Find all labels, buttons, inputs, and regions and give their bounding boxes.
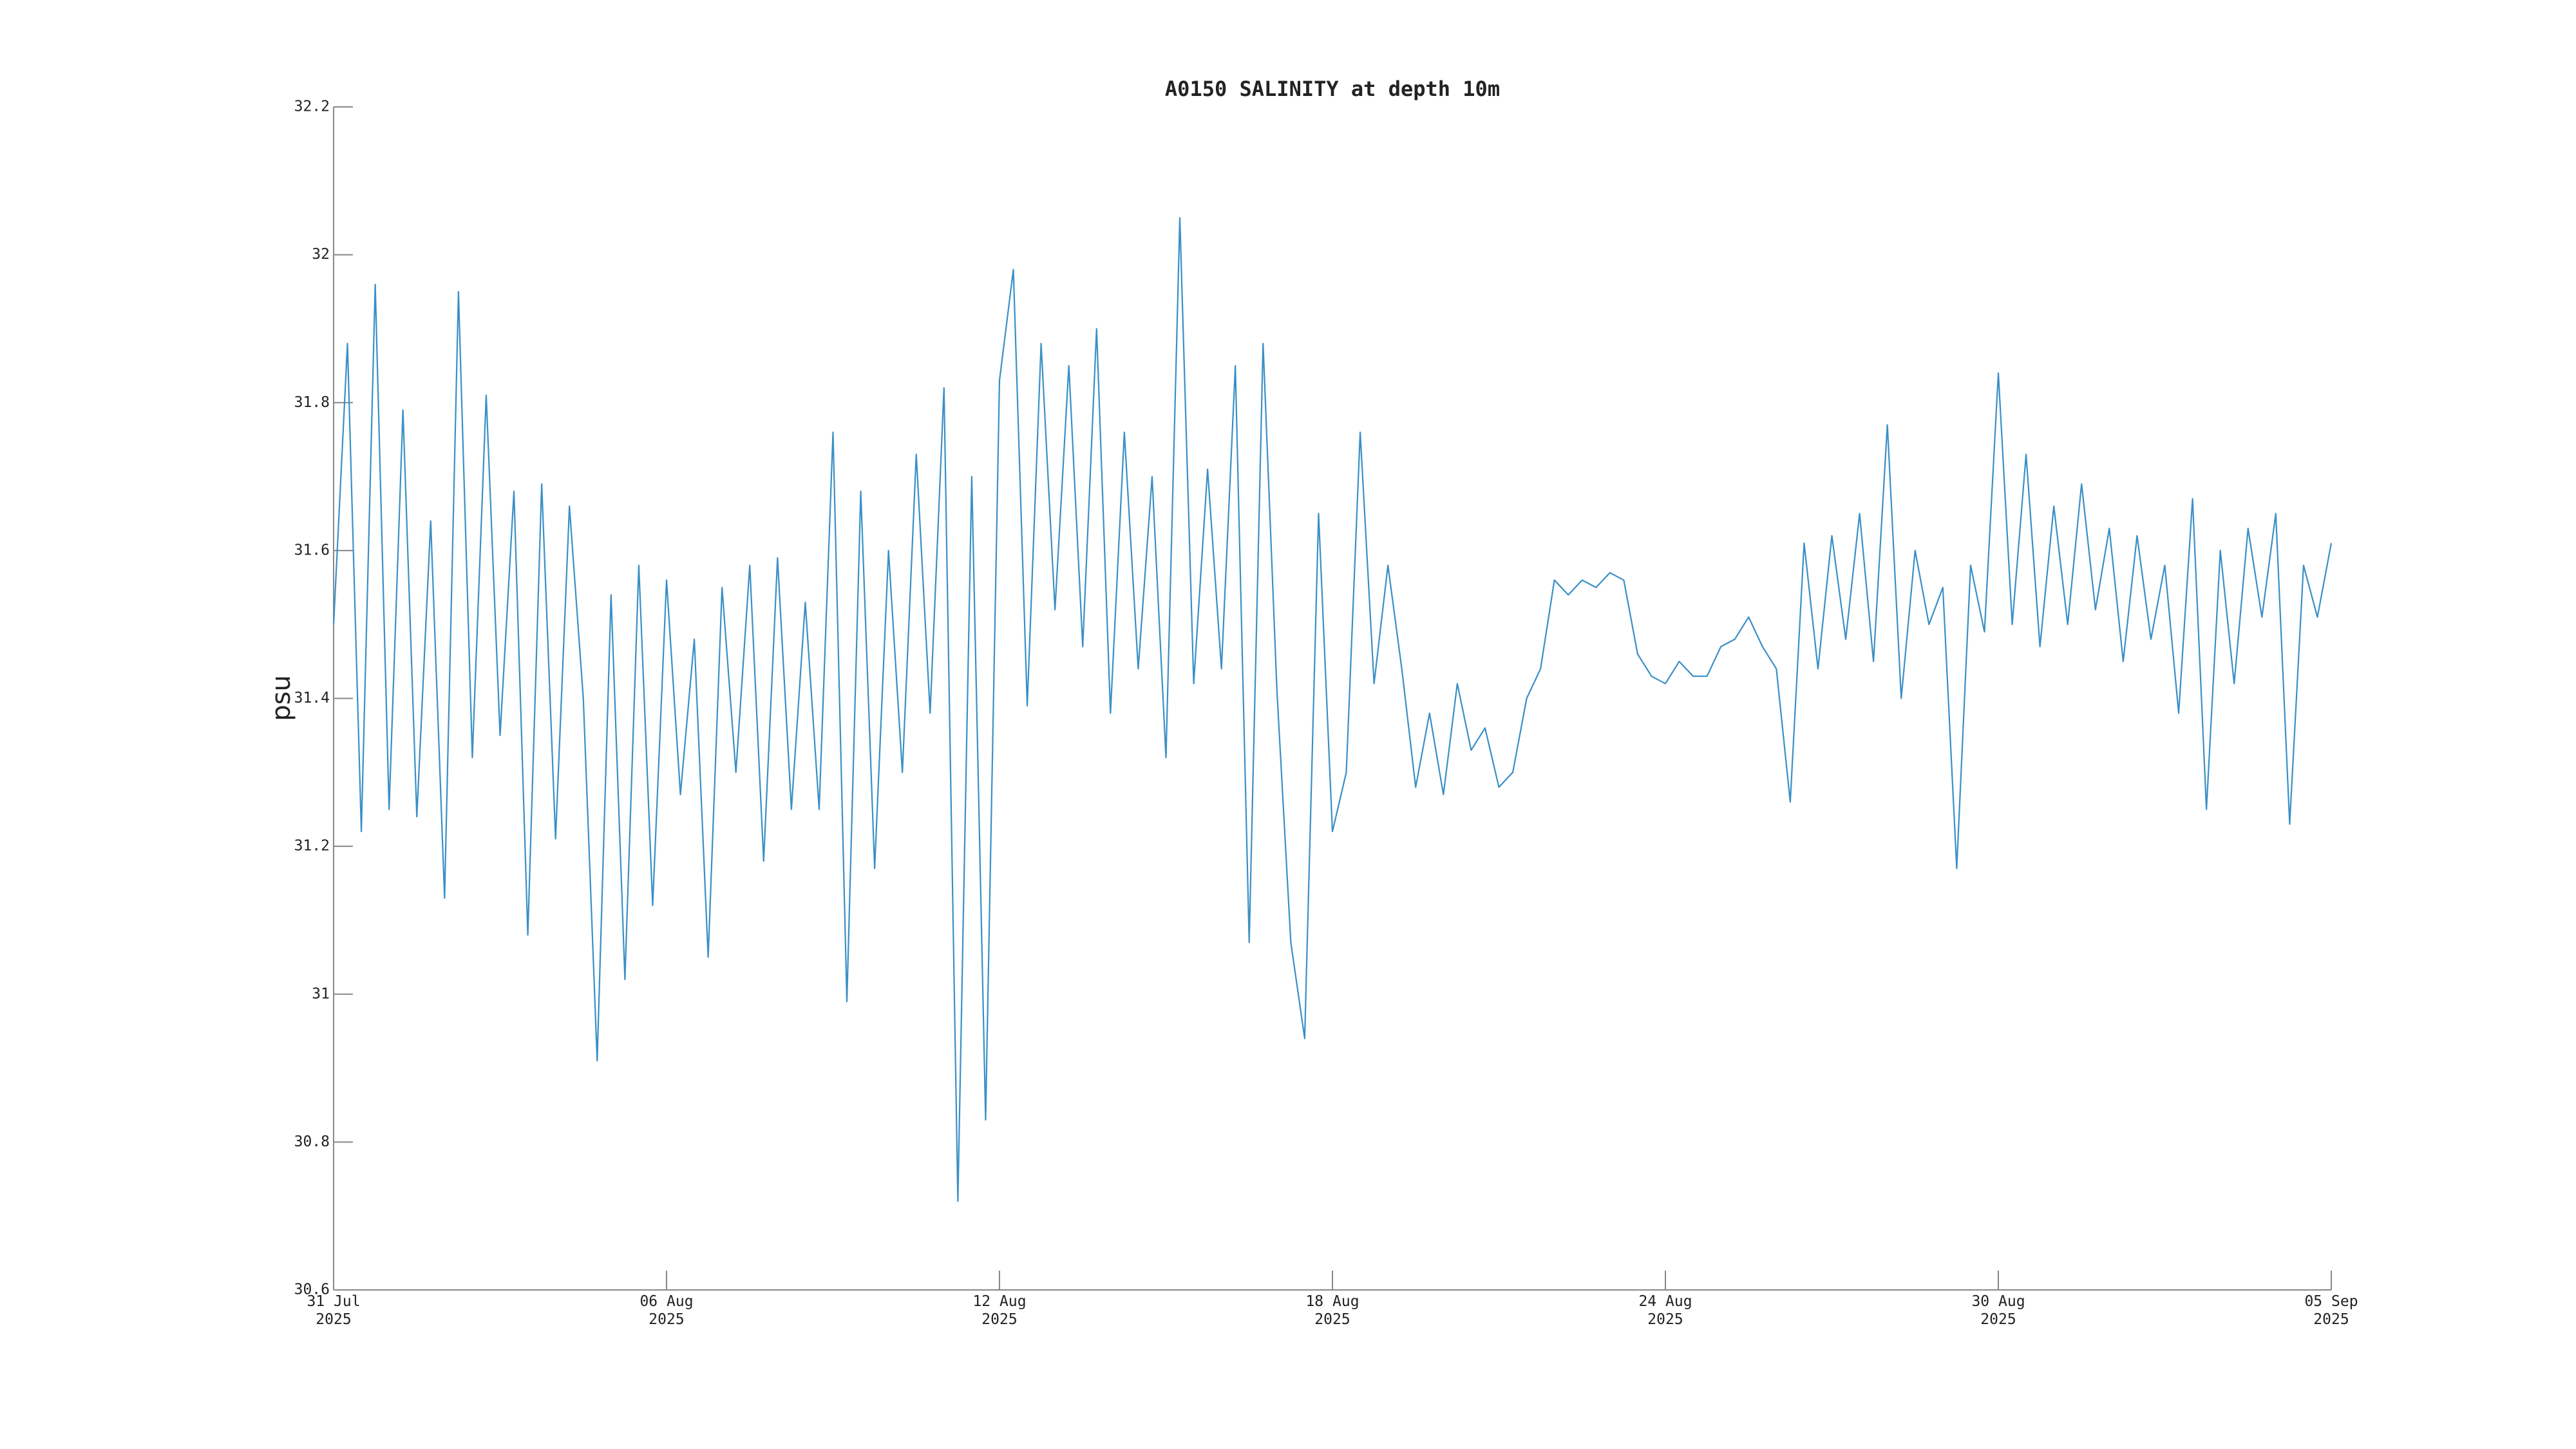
x-tick-label: 05 Sep 2025 bbox=[2304, 1293, 2358, 1328]
chart-title: A0150 SALINITY at depth 10m bbox=[1165, 77, 1500, 101]
y-tick-label: 32.2 bbox=[294, 99, 330, 115]
y-tick-label: 31.2 bbox=[294, 838, 330, 855]
y-axis-label: psu bbox=[267, 675, 296, 721]
y-tick-label: 30.6 bbox=[294, 1282, 330, 1298]
x-tick-label: 18 Aug 2025 bbox=[1305, 1293, 1359, 1328]
y-tick-label: 31 bbox=[312, 985, 330, 1002]
x-tick-label: 30 Aug 2025 bbox=[1971, 1293, 2025, 1328]
x-tick-label: 31 Jul 2025 bbox=[307, 1293, 361, 1328]
y-tick-label: 32 bbox=[312, 246, 330, 263]
y-tick-label: 31.6 bbox=[294, 542, 330, 558]
y-tick-label: 31.4 bbox=[294, 690, 330, 706]
y-tick-label: 31.8 bbox=[294, 394, 330, 411]
x-tick-label: 24 Aug 2025 bbox=[1638, 1293, 1692, 1328]
data-line bbox=[332, 217, 2333, 1202]
y-tick-label: 30.8 bbox=[294, 1133, 330, 1150]
x-tick-label: 12 Aug 2025 bbox=[972, 1293, 1027, 1328]
x-tick-label: 06 Aug 2025 bbox=[639, 1293, 694, 1328]
